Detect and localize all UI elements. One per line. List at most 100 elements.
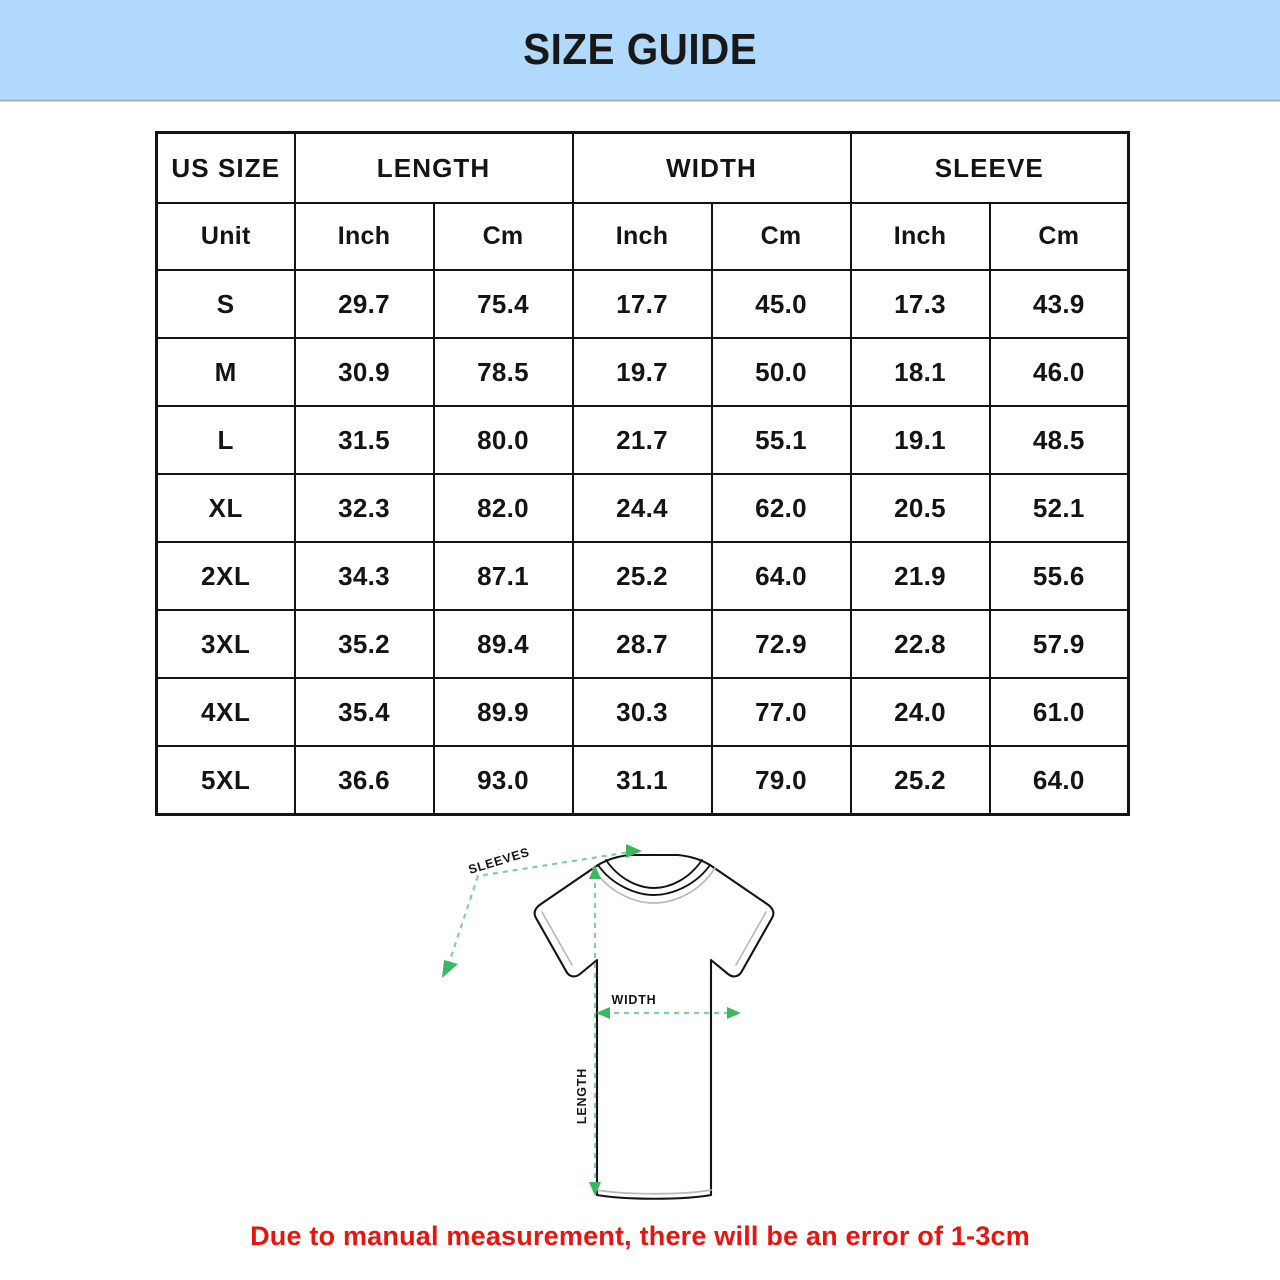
cell-width-inch: 24.4	[571, 473, 713, 543]
cell-sleeve-inch: 25.2	[849, 745, 991, 816]
table-unit-row: Unit Inch Cm Inch Cm Inch Cm	[155, 202, 1130, 271]
cell-width-cm: 79.0	[710, 745, 852, 816]
cell-sleeve-inch: 22.8	[849, 609, 991, 679]
unit-header-sleeve-cm: Cm	[988, 202, 1130, 271]
bottom-hem-line	[596, 1189, 712, 1195]
cell-size: XL	[155, 473, 296, 543]
cell-length-cm: 75.4	[432, 269, 574, 339]
length-arrow-bottom-icon	[589, 1182, 601, 1196]
column-header-us-size: US SIZE	[155, 131, 296, 204]
cell-sleeve-cm: 46.0	[988, 337, 1130, 407]
cell-width-inch: 21.7	[571, 405, 713, 475]
sleeves-label: SLEEVES	[467, 845, 532, 877]
column-header-sleeve: SLEEVE	[849, 131, 1130, 204]
header-band: SIZE GUIDE	[0, 0, 1280, 99]
cell-sleeve-cm: 43.9	[988, 269, 1130, 339]
sleeves-arrow-end-icon	[626, 844, 642, 858]
cell-length-inch: 35.2	[293, 609, 435, 679]
cell-sleeve-cm: 55.6	[988, 541, 1130, 611]
cell-width-cm: 77.0	[710, 677, 852, 747]
cell-length-cm: 80.0	[432, 405, 574, 475]
cell-width-inch: 19.7	[571, 337, 713, 407]
cell-width-cm: 72.9	[710, 609, 852, 679]
cell-length-cm: 93.0	[432, 745, 574, 816]
unit-header-unit: Unit	[155, 202, 296, 271]
tshirt-diagram: SLEEVES WIDTH LENGTH	[0, 838, 1280, 1238]
measurement-disclaimer: Due to manual measurement, there will be…	[250, 1221, 1030, 1251]
table-row: M 30.9 78.5 19.7 50.0 18.1 46.0	[155, 337, 1130, 407]
collar-inner-arc	[605, 859, 703, 889]
cell-size: 2XL	[155, 541, 296, 611]
cell-sleeve-inch: 17.3	[849, 269, 991, 339]
collar-outer-arc	[597, 864, 711, 896]
cell-width-inch: 30.3	[571, 677, 713, 747]
table-row: 4XL 35.4 89.9 30.3 77.0 24.0 61.0	[155, 677, 1130, 747]
header-divider	[0, 99, 1280, 102]
unit-header-length-cm: Cm	[432, 202, 574, 271]
table-group-header-row: US SIZE LENGTH WIDTH SLEEVE	[155, 131, 1130, 204]
cell-sleeve-inch: 21.9	[849, 541, 991, 611]
cell-length-cm: 87.1	[432, 541, 574, 611]
cell-sleeve-cm: 57.9	[988, 609, 1130, 679]
cell-sleeve-cm: 48.5	[988, 405, 1130, 475]
cell-length-inch: 31.5	[293, 405, 435, 475]
cell-sleeve-inch: 19.1	[849, 405, 991, 475]
cell-size: L	[155, 405, 296, 475]
length-label: LENGTH	[575, 1068, 589, 1124]
cell-sleeve-inch: 18.1	[849, 337, 991, 407]
size-chart-table: US SIZE LENGTH WIDTH SLEEVE Unit Inch Cm…	[155, 131, 1131, 816]
width-label: WIDTH	[612, 993, 657, 1007]
cell-sleeve-cm: 64.0	[988, 745, 1130, 816]
cell-sleeve-cm: 52.1	[988, 473, 1130, 543]
cell-length-inch: 35.4	[293, 677, 435, 747]
unit-header-width-inch: Inch	[571, 202, 713, 271]
size-table-container: US SIZE LENGTH WIDTH SLEEVE Unit Inch Cm…	[155, 131, 1131, 816]
cell-width-inch: 25.2	[571, 541, 713, 611]
right-sleeve-cuff-hem	[735, 911, 767, 966]
cell-length-cm: 89.9	[432, 677, 574, 747]
cell-sleeve-inch: 24.0	[849, 677, 991, 747]
cell-length-cm: 89.4	[432, 609, 574, 679]
sleeves-arrow-start-icon	[442, 960, 458, 978]
tshirt-illustration: SLEEVES WIDTH LENGTH	[442, 844, 775, 1200]
cell-sleeve-inch: 20.5	[849, 473, 991, 543]
page-title: SIZE GUIDE	[522, 24, 758, 74]
sleeves-dimension-line	[446, 850, 631, 967]
table-row: 2XL 34.3 87.1 25.2 64.0 21.9 55.6	[155, 541, 1130, 611]
unit-header-width-cm: Cm	[710, 202, 852, 271]
unit-header-length-inch: Inch	[293, 202, 435, 271]
cell-length-inch: 36.6	[293, 745, 435, 816]
column-header-width: WIDTH	[571, 131, 852, 204]
cell-size: M	[155, 337, 296, 407]
table-row: XL 32.3 82.0 24.4 62.0 20.5 52.1	[155, 473, 1130, 543]
cell-sleeve-cm: 61.0	[988, 677, 1130, 747]
cell-width-inch: 28.7	[571, 609, 713, 679]
cell-width-cm: 55.1	[710, 405, 852, 475]
width-arrow-right-icon	[727, 1007, 741, 1019]
cell-width-cm: 62.0	[710, 473, 852, 543]
cell-size: 4XL	[155, 677, 296, 747]
cell-width-cm: 45.0	[710, 269, 852, 339]
cell-width-cm: 50.0	[710, 337, 852, 407]
table-row: 5XL 36.6 93.0 31.1 79.0 25.2 64.0	[155, 745, 1130, 816]
unit-header-sleeve-inch: Inch	[849, 202, 991, 271]
table-row: S 29.7 75.4 17.7 45.0 17.3 43.9	[155, 269, 1130, 339]
cell-length-inch: 29.7	[293, 269, 435, 339]
cell-length-inch: 34.3	[293, 541, 435, 611]
width-arrow-left-icon	[596, 1007, 610, 1019]
cell-length-inch: 30.9	[293, 337, 435, 407]
collar-shadow-arc	[592, 867, 716, 904]
cell-size: 3XL	[155, 609, 296, 679]
length-arrow-top-icon	[589, 865, 601, 879]
cell-size: S	[155, 269, 296, 339]
cell-width-inch: 31.1	[571, 745, 713, 816]
column-header-length: LENGTH	[293, 131, 574, 204]
shirt-body-path	[533, 853, 775, 1200]
cell-length-inch: 32.3	[293, 473, 435, 543]
cell-width-inch: 17.7	[571, 269, 713, 339]
cell-width-cm: 64.0	[710, 541, 852, 611]
left-sleeve-cuff-hem	[541, 911, 573, 966]
cell-size: 5XL	[155, 745, 296, 816]
table-row: L 31.5 80.0 21.7 55.1 19.1 48.5	[155, 405, 1130, 475]
cell-length-cm: 82.0	[432, 473, 574, 543]
